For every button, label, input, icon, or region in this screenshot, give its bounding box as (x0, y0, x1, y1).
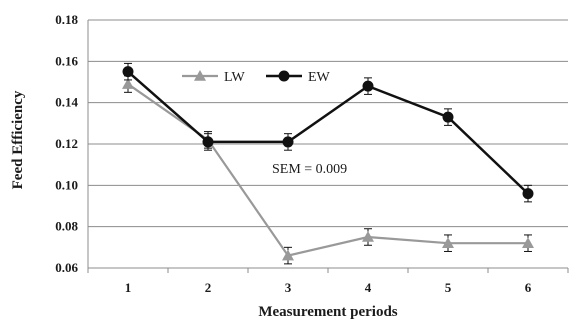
gridlines (88, 19, 568, 228)
y-axis-title: Feed Efficiency (10, 90, 26, 189)
data-point-ew-4 (362, 80, 374, 92)
sem-annotation: SEM = 0.009 (272, 162, 347, 177)
legend-marker-lw (194, 70, 206, 81)
data-point-lw-3 (282, 249, 294, 261)
x-tick-label-3: 3 (285, 280, 292, 295)
legend-label-lw: LW (224, 70, 246, 85)
legend-label-ew: EW (308, 70, 331, 85)
data-point-ew-6 (522, 188, 534, 200)
y-tick-label-4: 0.14 (55, 95, 78, 110)
series-ew (122, 62, 534, 203)
x-tick-label-6: 6 (525, 280, 532, 295)
data-point-ew-1 (122, 66, 134, 78)
x-axis-title: Measurement periods (258, 304, 397, 320)
x-tick-label-4: 4 (365, 280, 372, 295)
y-tick-label-0: 0.06 (55, 260, 78, 275)
data-point-ew-3 (282, 136, 294, 148)
y-tick-label-1: 0.08 (55, 219, 78, 234)
x-tick-label-1: 1 (125, 280, 132, 295)
y-tick-label-6: 0.18 (55, 12, 78, 27)
legend-item-lw: LW (182, 70, 246, 85)
data-point-lw-5 (442, 237, 454, 248)
legend-marker-ew (278, 70, 290, 82)
x-tick-label-2: 2 (205, 280, 212, 295)
legend: LW EW (182, 70, 331, 85)
data-point-lw-4 (362, 231, 374, 242)
x-tick-labels: 1 2 3 4 5 6 (125, 280, 532, 295)
y-tick-labels: 0.06 0.08 0.10 0.12 0.14 0.16 0.18 (55, 12, 78, 275)
axes (87, 20, 569, 273)
legend-item-ew: EW (266, 70, 331, 85)
data-point-lw-6 (522, 237, 534, 248)
series-line-ew (127, 70, 529, 195)
series-layer (122, 62, 534, 265)
x-tick-label-5: 5 (445, 280, 452, 295)
data-point-ew-2 (202, 136, 214, 148)
data-point-ew-5 (442, 111, 454, 123)
data-point-lw-1 (122, 78, 134, 89)
y-tick-label-2: 0.10 (55, 177, 78, 192)
y-tick-label-5: 0.16 (55, 53, 78, 68)
y-tick-label-3: 0.12 (55, 136, 78, 151)
